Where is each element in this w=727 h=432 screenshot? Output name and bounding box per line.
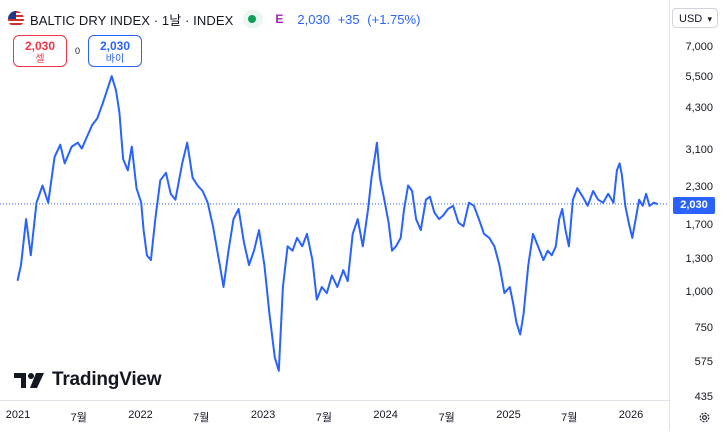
y-tick-label: 1,000 xyxy=(685,286,713,299)
time-axis[interactable]: 2021 7월 2022 7월 2023 7월 2024 7월 2025 7월 2026 xyxy=(0,400,670,432)
buy-label: 바이 xyxy=(105,54,125,65)
symbol-header: BALTIC DRY INDEX · 1날 · INDEX E 2,030 +3… xyxy=(8,9,424,29)
price-series-line[interactable] xyxy=(16,75,659,372)
x-tick-label: 2023 xyxy=(250,409,276,421)
y-tick-label: 435 xyxy=(694,391,713,403)
buy-price: 2,030 xyxy=(99,39,131,53)
currency-dropdown[interactable]: USD ▾ xyxy=(672,8,718,28)
tradingview-logo-icon xyxy=(14,373,44,388)
market-status-pill[interactable] xyxy=(243,10,264,28)
price-axis[interactable]: 7,000 5,500 4,300 3,100 2,300 1,700 1,300 1,000… xyxy=(670,0,727,403)
exchange-badge[interactable]: E xyxy=(275,12,284,26)
chevron-down-icon: ▾ xyxy=(707,14,712,24)
y-tick-label: 1,300 xyxy=(685,253,713,266)
sell-label: 셀 xyxy=(35,54,45,65)
us-flag-icon xyxy=(8,11,24,27)
x-tick-label: 2025 xyxy=(496,409,521,421)
last-price: 2,030 xyxy=(297,11,330,27)
last-price-tag: 2,030 xyxy=(673,197,715,214)
x-tick-label: 2026 xyxy=(618,409,644,421)
buy-button[interactable]: 2,030 바이 xyxy=(88,35,142,67)
y-tick-label: 1,700 xyxy=(685,219,713,232)
sell-button[interactable]: 2,030 셀 xyxy=(13,35,67,67)
symbol-title[interactable]: BALTIC DRY INDEX · 1날 · INDEX xyxy=(30,12,234,28)
x-tick-label: 7월 xyxy=(193,412,210,424)
y-tick-label: 750 xyxy=(694,322,713,335)
x-tick-label: 2021 xyxy=(5,409,31,421)
x-tick-label: 7월 xyxy=(561,412,578,424)
market-open-dot-icon xyxy=(248,15,257,23)
spread-value: 0 xyxy=(75,46,81,56)
x-tick-label: 7월 xyxy=(70,412,87,424)
tradingview-logo-text: TradingView xyxy=(52,369,162,390)
y-tick-label: 2,300 xyxy=(685,181,713,194)
x-tick-label: 7월 xyxy=(438,412,455,424)
y-tick-label: 5,500 xyxy=(685,71,713,84)
currency-label: USD xyxy=(679,13,703,25)
tradingview-logo[interactable]: TradingView xyxy=(14,369,162,391)
y-tick-label: 4,300 xyxy=(685,102,713,115)
y-tick-label: 3,100 xyxy=(685,143,713,156)
x-tick-label: 7월 xyxy=(315,412,332,424)
x-tick-label: 2024 xyxy=(373,409,398,421)
price-axis-border xyxy=(669,0,670,431)
y-tick-label: 7,000 xyxy=(685,41,713,53)
y-tick-label: 575 xyxy=(694,355,713,368)
quote-summary: 2,030 +35 (+1.75%) xyxy=(297,12,424,27)
price-change: +35 xyxy=(337,11,360,27)
price-change-percent: (+1.75%) xyxy=(367,11,421,27)
sell-price: 2,030 xyxy=(24,39,56,53)
x-tick-label: 2022 xyxy=(128,409,153,421)
gear-icon[interactable] xyxy=(698,411,711,424)
